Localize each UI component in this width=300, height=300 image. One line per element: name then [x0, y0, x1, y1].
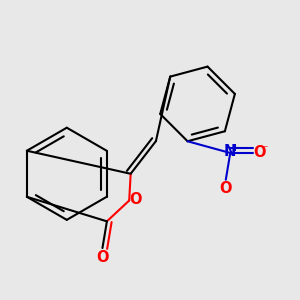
- Text: O: O: [130, 192, 142, 207]
- Text: O: O: [219, 181, 231, 196]
- Text: N: N: [224, 144, 236, 159]
- Text: O: O: [253, 145, 265, 160]
- Text: ⁻: ⁻: [261, 143, 268, 157]
- Text: +: +: [231, 142, 240, 153]
- Text: O: O: [96, 250, 109, 265]
